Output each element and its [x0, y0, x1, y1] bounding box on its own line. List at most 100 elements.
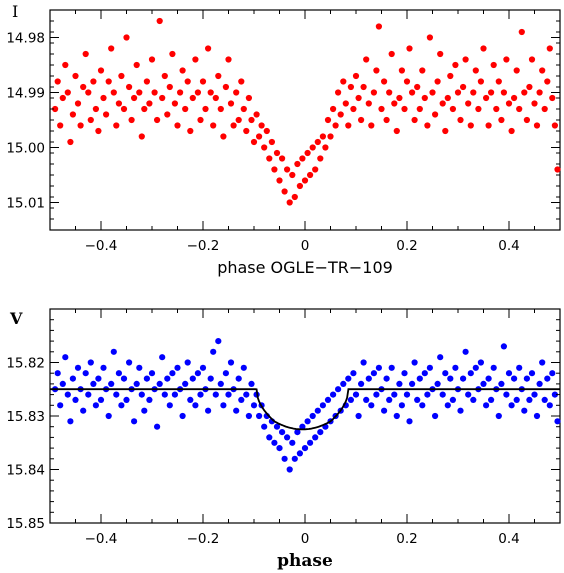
top-data-point: [462, 56, 469, 63]
top-data-point: [131, 94, 138, 102]
top-data-point: [549, 94, 556, 102]
top-data-point: [222, 83, 229, 91]
top-data-point: [488, 89, 495, 96]
top-data-point: [143, 78, 150, 85]
bottom-data-point: [437, 354, 444, 361]
top-data-point: [505, 100, 513, 107]
top-data-point: [281, 188, 288, 195]
bottom-data-point: [100, 364, 107, 371]
top-data-point: [82, 50, 89, 58]
bottom-data-point: [403, 391, 411, 398]
bottom-data-point: [92, 402, 99, 409]
bottom-data-point: [159, 354, 166, 361]
top-data-point: [159, 94, 166, 102]
bottom-data-point: [133, 380, 140, 387]
top-data-point: [457, 116, 464, 124]
bottom-y-tick-label: 15.83: [6, 409, 45, 425]
bottom-data-point: [324, 396, 332, 403]
bottom-data-point: [546, 402, 553, 409]
bottom-data-point: [401, 370, 408, 377]
bottom-data-point: [146, 396, 153, 403]
bottom-data-point: [136, 364, 143, 371]
bottom-data-point: [138, 391, 145, 398]
bottom-data-point: [411, 359, 418, 366]
bottom-data-point: [447, 375, 454, 382]
top-data-point: [146, 100, 153, 107]
bottom-data-point: [304, 418, 311, 425]
top-data-point: [327, 133, 334, 140]
top-data-point: [194, 89, 201, 96]
bottom-data-point: [80, 407, 87, 414]
top-data-point: [363, 56, 370, 63]
top-data-point: [533, 122, 541, 129]
bottom-x-tick-label: −0.4: [85, 531, 118, 547]
top-data-point: [432, 111, 439, 118]
top-data-point: [245, 94, 252, 102]
top-data-point: [54, 78, 61, 85]
top-data-point: [301, 177, 309, 184]
top-data-point: [370, 89, 377, 96]
top-data-point: [215, 72, 222, 80]
top-data-point: [95, 127, 102, 135]
top-data-point: [187, 127, 194, 135]
bottom-data-point: [194, 370, 201, 377]
bottom-data-point: [105, 412, 112, 420]
top-data-point: [355, 94, 362, 102]
top-data-point: [276, 177, 283, 184]
top-data-point: [197, 116, 204, 124]
bottom-data-point: [358, 380, 365, 387]
bottom-data-point: [261, 423, 268, 430]
top-data-point: [225, 56, 232, 63]
bottom-data-point: [347, 396, 354, 403]
bottom-data-point: [74, 364, 82, 371]
top-data-point: [551, 122, 559, 129]
bottom-data-point: [544, 375, 551, 382]
bottom-data-point: [424, 391, 431, 398]
top-data-point: [52, 105, 59, 113]
top-data-point: [375, 23, 382, 30]
top-data-point: [352, 72, 360, 80]
top-data-point: [151, 89, 158, 96]
top-data-point: [294, 160, 301, 168]
top-data-point: [266, 155, 273, 162]
bottom-data-point: [449, 396, 456, 403]
top-data-point: [299, 155, 306, 162]
top-y-tick-label: 15.00: [6, 141, 45, 157]
bottom-data-point: [131, 418, 138, 425]
bottom-data-point: [503, 391, 510, 398]
bottom-y-tick-label: 15.85: [6, 516, 45, 532]
top-data-point: [189, 94, 196, 102]
bottom-data-point: [164, 375, 171, 382]
top-data-point: [393, 127, 400, 135]
top-data-point: [360, 83, 367, 91]
top-data-point: [248, 116, 255, 124]
top-data-point: [273, 149, 281, 157]
bottom-data-point: [432, 412, 439, 420]
top-data-point: [304, 149, 311, 157]
top-data-point: [291, 193, 298, 201]
top-data-point: [416, 105, 423, 113]
top-data-point: [554, 166, 561, 173]
bottom-data-point: [182, 380, 189, 387]
top-data-point: [437, 50, 444, 58]
top-data-point: [212, 94, 219, 102]
top-data-point: [126, 83, 133, 91]
transit-model-curve: [50, 388, 560, 431]
bottom-data-point: [510, 375, 518, 382]
top-data-point: [472, 67, 479, 74]
bottom-data-point: [87, 359, 94, 366]
bottom-data-point: [398, 402, 405, 409]
top-panel: −0.4 −0.2 0 0.2 0.4 14.98 14.99 15.00 15.01 I ph…: [6, 2, 561, 277]
top-data-point: [347, 83, 354, 91]
top-data-point: [406, 45, 413, 52]
top-data-point: [136, 89, 143, 96]
top-data-point: [74, 100, 82, 107]
top-data-point: [381, 78, 388, 85]
top-x-tick-label: −0.2: [187, 238, 220, 254]
bottom-data-point: [360, 359, 367, 366]
top-data-point: [350, 105, 357, 113]
top-data-point: [449, 105, 456, 113]
bottom-data-point: [284, 434, 291, 441]
bottom-data-point: [508, 402, 515, 409]
top-y-tick-label: 14.99: [6, 86, 45, 102]
